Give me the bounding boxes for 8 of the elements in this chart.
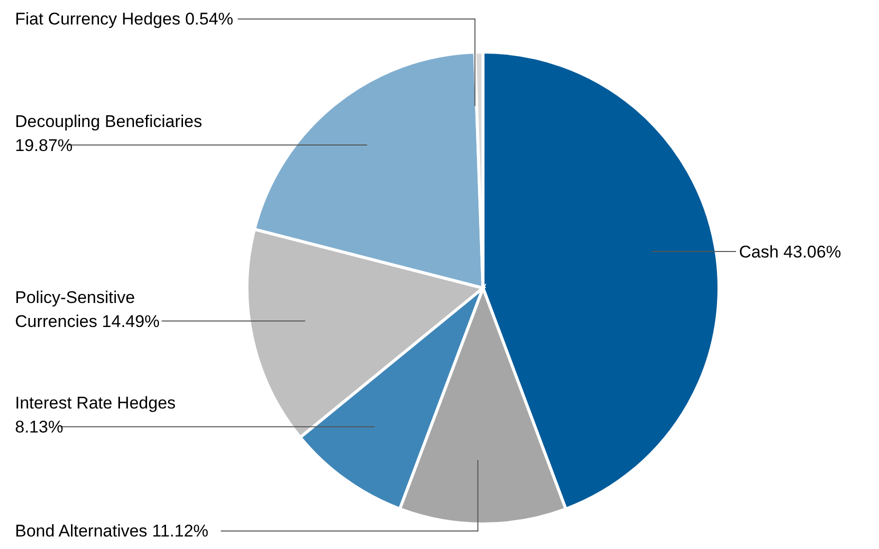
slice-label: Policy-Sensitive Currencies 14.49% xyxy=(15,288,160,331)
data-label: 8.13% xyxy=(15,417,64,436)
slice-label: Cash 43.06% xyxy=(739,242,842,261)
slice-label: Decoupling Beneficiaries xyxy=(15,112,202,131)
slice-label: Interest Rate Hedges xyxy=(15,393,176,412)
data-label: 19.87% xyxy=(15,136,73,155)
slice-label: Bond Alternatives 11.12% xyxy=(15,522,208,540)
slice-label: Fiat Currency Hedges 0.54% xyxy=(15,10,234,28)
